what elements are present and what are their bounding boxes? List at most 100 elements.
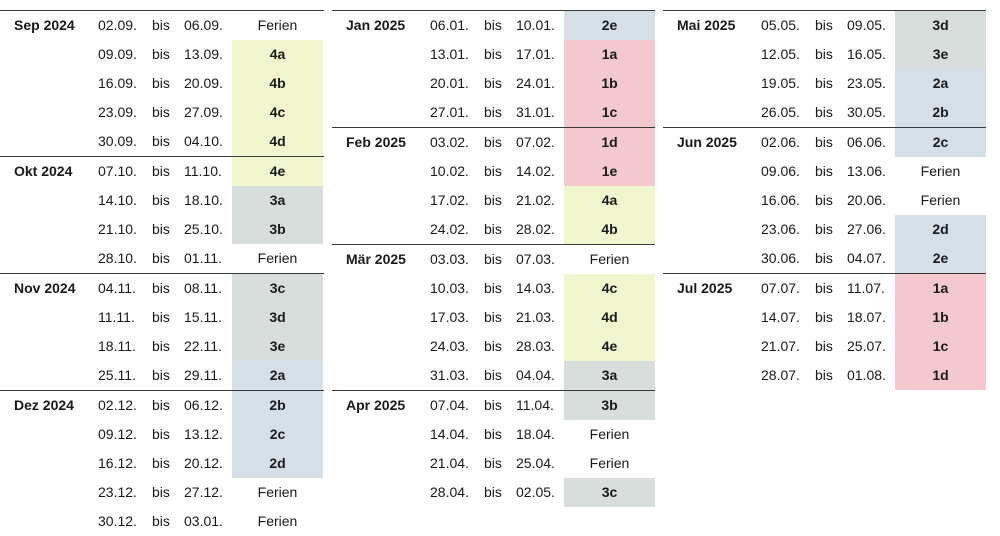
- class-cell: 4b: [232, 69, 323, 98]
- week-end-date: 04.10.: [184, 133, 223, 149]
- week-end-date: 13.09.: [184, 46, 223, 62]
- class-cell: 3c: [232, 274, 323, 303]
- bis-label: bis: [484, 17, 502, 33]
- bis-label: bis: [815, 75, 833, 91]
- week-end-date: 18.07.: [847, 309, 886, 325]
- class-cell: 3c: [564, 478, 655, 507]
- week-end-date: 28.02.: [516, 221, 555, 237]
- week-row: Mai 2025 05.05. bis 09.05. 3d: [663, 11, 986, 40]
- week-row: 09.12. bis 13.12. 2c: [0, 420, 324, 449]
- bis-label: bis: [152, 192, 170, 208]
- month-name: Sep 2024: [14, 17, 75, 33]
- week-end-date: 04.07.: [847, 250, 886, 266]
- week-end-date: 24.01.: [516, 75, 555, 91]
- class-cell: 3b: [232, 215, 323, 244]
- week-start-date: 11.11.: [98, 309, 135, 325]
- class-cell: 4b: [564, 215, 655, 244]
- week-row: Mär 2025 03.03. bis 07.03. Ferien: [332, 245, 655, 274]
- month-name: Mär 2025: [346, 251, 406, 267]
- class-cell: 2a: [232, 361, 323, 390]
- week-row: 14.04. bis 18.04. Ferien: [332, 420, 655, 449]
- bis-label: bis: [152, 46, 170, 62]
- week-start-date: 07.07.: [761, 280, 800, 296]
- bis-label: bis: [484, 367, 502, 383]
- week-row: 09.09. bis 13.09. 4a: [0, 40, 324, 69]
- class-cell: 2c: [895, 128, 986, 157]
- week-end-date: 28.03.: [516, 338, 555, 354]
- week-start-date: 14.07.: [761, 309, 800, 325]
- week-row: Sep 2024 02.09. bis 06.09. Ferien: [0, 11, 324, 40]
- bis-label: bis: [484, 163, 502, 179]
- bis-label: bis: [815, 134, 833, 150]
- week-start-date: 25.11.: [98, 367, 136, 383]
- week-row: 23.06. bis 27.06. 2d: [663, 215, 986, 244]
- week-end-date: 20.06.: [847, 192, 886, 208]
- week-start-date: 21.04.: [430, 455, 469, 471]
- week-end-date: 06.06.: [847, 134, 886, 150]
- week-row: 23.09. bis 27.09. 4c: [0, 98, 324, 127]
- week-end-date: 13.12.: [184, 426, 223, 442]
- month-block: Mai 2025 05.05. bis 09.05. 3d 12.05. bis 16.05.…: [663, 10, 986, 127]
- week-row: 18.11. bis 22.11. 3e: [0, 332, 324, 361]
- week-start-date: 17.03.: [430, 309, 469, 325]
- week-end-date: 27.12.: [184, 484, 223, 500]
- week-row: 12.05. bis 16.05. 3e: [663, 40, 986, 69]
- week-end-date: 25.04.: [516, 455, 555, 471]
- bis-label: bis: [815, 17, 833, 33]
- week-row: Jan 2025 06.01. bis 10.01. 2e: [332, 11, 655, 40]
- bis-label: bis: [152, 426, 170, 442]
- week-row: 30.09. bis 04.10. 4d: [0, 127, 324, 156]
- week-start-date: 23.06.: [761, 221, 800, 237]
- week-row: 20.01. bis 24.01. 1b: [332, 69, 655, 98]
- week-start-date: 09.09.: [98, 46, 137, 62]
- bis-label: bis: [484, 251, 502, 267]
- week-end-date: 18.10.: [184, 192, 223, 208]
- week-end-date: 25.10.: [184, 221, 223, 237]
- class-cell: 3d: [232, 303, 323, 332]
- schedule-column-3: Mai 2025 05.05. bis 09.05. 3d 12.05. bis 16.05.…: [663, 10, 986, 390]
- week-start-date: 16.09.: [98, 75, 137, 91]
- week-start-date: 19.05.: [761, 75, 800, 91]
- week-start-date: 04.11.: [98, 280, 136, 296]
- class-cell: 1d: [564, 128, 655, 157]
- week-start-date: 21.10.: [98, 221, 137, 237]
- week-end-date: 27.09.: [184, 104, 223, 120]
- week-end-date: 15.11.: [184, 309, 222, 325]
- week-row: 24.03. bis 28.03. 4e: [332, 332, 655, 361]
- bis-label: bis: [815, 250, 833, 266]
- class-cell: 3e: [232, 332, 323, 361]
- bis-label: bis: [152, 133, 170, 149]
- bis-label: bis: [484, 484, 502, 500]
- week-end-date: 11.10.: [184, 163, 222, 179]
- class-cell: 1e: [564, 157, 655, 186]
- week-end-date: 07.02.: [516, 134, 555, 150]
- bis-label: bis: [484, 75, 502, 91]
- week-start-date: 18.11.: [98, 338, 136, 354]
- class-cell: 4c: [564, 274, 655, 303]
- week-row: Feb 2025 03.02. bis 07.02. 1d: [332, 128, 655, 157]
- bis-label: bis: [815, 367, 833, 383]
- month-name: Okt 2024: [14, 163, 73, 179]
- bis-label: bis: [152, 338, 170, 354]
- class-cell: 4d: [564, 303, 655, 332]
- bis-label: bis: [484, 280, 502, 296]
- week-start-date: 14.10.: [98, 192, 137, 208]
- week-start-date: 12.05.: [761, 46, 800, 62]
- week-start-date: 02.09.: [98, 17, 137, 33]
- class-cell: 1c: [895, 332, 986, 361]
- holiday-cell: Ferien: [257, 250, 298, 266]
- month-name: Jul 2025: [677, 280, 733, 296]
- week-start-date: 27.01.: [430, 104, 469, 120]
- month-block: Mär 2025 03.03. bis 07.03. Ferien 10.03. bis 14…: [332, 244, 655, 390]
- week-end-date: 20.12.: [184, 455, 223, 471]
- week-row: 21.10. bis 25.10. 3b: [0, 215, 324, 244]
- bis-label: bis: [815, 46, 833, 62]
- bis-label: bis: [152, 367, 170, 383]
- week-row: Apr 2025 07.04. bis 11.04. 3b: [332, 391, 655, 420]
- week-row: 10.02. bis 14.02. 1e: [332, 157, 655, 186]
- holiday-cell: Ferien: [589, 455, 630, 471]
- week-end-date: 03.01.: [184, 513, 223, 529]
- week-start-date: 24.02.: [430, 221, 469, 237]
- week-start-date: 03.02.: [430, 134, 469, 150]
- class-cell: 4e: [232, 157, 323, 186]
